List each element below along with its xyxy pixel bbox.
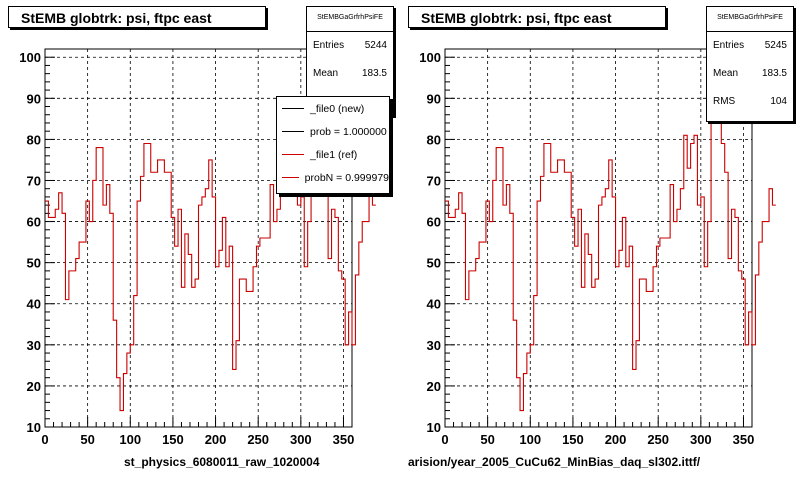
right-histogram-plot: 0 50 100 150 200 250 300 350 10 20 30 40 50 60 70 80 90 1… [419,48,776,447]
stats-label: Mean [713,68,739,79]
stats-value: 104 [770,96,787,107]
y-tick-label: 60 [427,215,441,230]
x-tick-label: 300 [290,432,312,447]
y-tick-label: 40 [427,297,441,312]
legend-swatch [282,131,304,132]
y-tick-label: 70 [427,173,441,188]
y-tick-label: 30 [427,338,441,353]
stats-value: 183.5 [761,68,787,79]
legend-label: prob = 1.000000 [310,125,387,138]
x-tick-label: 300 [690,432,712,447]
legend-label: _file0 (new) [310,102,365,115]
stats-label: Entries [313,40,345,51]
x-tick-label: 350 [333,432,355,447]
left-stats-row-mean: Mean 183.5 [307,60,393,88]
y-tick-label: 90 [27,91,41,106]
left-x-axis-title: st_physics_6080011_raw_1020004 [124,455,320,469]
x-tick-label: 150 [162,432,184,447]
y-tick-label: 10 [27,420,41,435]
legend-swatch [282,108,304,109]
left-histogram-pad: 0 50 100 150 200 250 300 350 10 20 30 40 50 60 70 80 90 1… [0,0,400,469]
x-tick-label: 50 [80,432,94,447]
x-tick-label: 200 [605,432,627,447]
y-tick-label: 90 [427,91,441,106]
x-tick-label: 350 [733,432,755,447]
y-tick-label: 80 [27,132,41,147]
right-stats-row-entries: Entries 5245 [707,32,793,60]
legend-entry-prob: prob = 1.000000 [277,120,389,143]
legend-label: _file1 (ref) [310,148,358,161]
y-tick-label: 50 [27,256,41,271]
right-plot-title: StEMB globtrk: psi, ftpc east [408,6,666,28]
y-tick-label: 100 [419,50,441,65]
y-tick-label: 80 [427,132,441,147]
left-stats-name: StEMBGaGrfrhPsiFE [307,7,393,32]
stats-value: 5244 [364,40,387,51]
legend-entry-new: _file0 (new) [277,97,389,120]
histogram-series-line [445,64,776,412]
left-plot-title: StEMB globtrk: psi, ftpc east [8,6,266,28]
x-tick-label: 250 [647,432,669,447]
x-tick-label: 0 [441,432,448,447]
right-stats-row-mean: Mean 183.5 [707,60,793,88]
legend-label: probN = 0.999979 [304,171,389,184]
right-x-axis-title: arision/year_2005_CuCu62_MinBias_daq_sl3… [408,455,701,469]
y-tick-label: 50 [427,256,441,271]
x-tick-label: 250 [247,432,269,447]
y-tick-label: 20 [27,379,41,394]
left-stats-row-entries: Entries 5244 [307,32,393,60]
y-tick-label: 100 [19,50,41,65]
stats-label: RMS [713,96,736,107]
y-tick-label: 20 [427,379,441,394]
legend-entry-probn: probN = 0.999979 [277,166,389,189]
x-tick-label: 200 [205,432,227,447]
right-histogram-pad: 0 50 100 150 200 250 300 350 10 20 30 40 50 60 70 80 90 1… [400,0,800,469]
y-tick-label: 40 [27,297,41,312]
y-tick-label: 30 [27,338,41,353]
legend-swatch [282,154,304,155]
y-tick-label: 10 [427,420,441,435]
x-tick-label: 50 [480,432,494,447]
x-tick-label: 150 [562,432,584,447]
legend-entry-ref: _file1 (ref) [277,143,389,166]
y-tick-label: 60 [27,215,41,230]
stats-label: Mean [313,68,339,79]
right-stats-row-rms: RMS 104 [707,88,793,116]
stats-value: 5245 [764,40,787,51]
stats-label: Entries [713,40,745,51]
left-legend-box: _file0 (new) prob = 1.000000 _file1 (ref… [276,96,390,194]
right-stats-name: StEMBGaGrfrhPsiFE [707,7,793,32]
stats-value: 183.5 [361,68,387,79]
right-stats-box: StEMBGaGrfrhPsiFE Entries 5245 Mean 183.… [706,6,794,122]
x-tick-label: 100 [119,432,141,447]
y-tick-label: 70 [27,173,41,188]
legend-swatch [282,177,299,178]
x-tick-label: 0 [41,432,48,447]
x-tick-label: 100 [519,432,541,447]
